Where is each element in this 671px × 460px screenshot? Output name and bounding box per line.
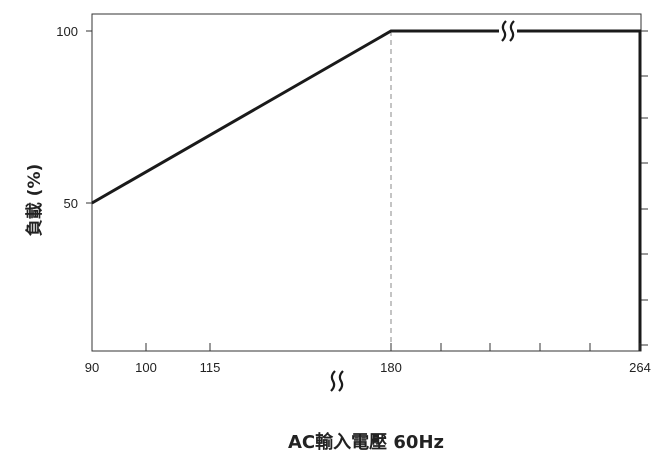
break-wave: [501, 20, 507, 42]
break-wave: [338, 370, 344, 392]
axis-break-bottom-icon: [328, 370, 346, 392]
x-tick-label: 90: [85, 360, 99, 375]
y-tick-label: 100: [56, 24, 78, 39]
y-tick-label: 50: [64, 196, 78, 211]
x-axis-minor-ticks: [440, 343, 591, 351]
y-axis-title: 負載 (%): [24, 164, 45, 237]
y-tick-labels: 50 100: [56, 24, 92, 211]
x-axis-title: AC輸入電壓 60Hz: [288, 431, 444, 453]
x-tick-label: 115: [200, 360, 221, 375]
break-wave: [509, 20, 515, 42]
plot-frame: [91, 13, 642, 352]
break-gap: [328, 371, 346, 391]
x-tick-label: 264: [629, 360, 651, 375]
break-wave: [330, 370, 336, 392]
x-tick-label: 180: [380, 360, 402, 375]
series-line: [91, 29, 642, 351]
x-tick-labels: 90 100 115 180 264: [85, 343, 651, 375]
axis-break-top-icon: [499, 20, 517, 42]
break-gap: [499, 21, 517, 41]
x-tick-label: 100: [135, 360, 157, 375]
right-axis-ticks: [641, 30, 648, 346]
